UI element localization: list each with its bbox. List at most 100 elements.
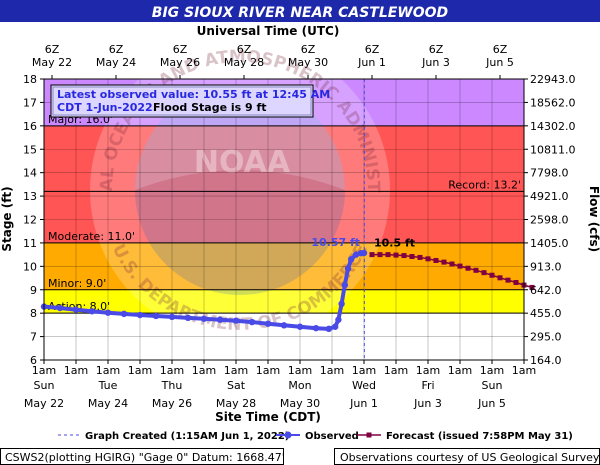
bottom-tick-date-8: May 30 [280, 397, 320, 410]
y-tick-label-3: 9 [30, 284, 37, 297]
threshold-label-minor: Minor: 9.0' [48, 277, 106, 290]
bottom-tick-hour-1: 1am [64, 364, 88, 377]
observed-point-24 [348, 256, 355, 263]
observed-point-14 [264, 320, 272, 327]
title-bar [0, 0, 600, 22]
flood-band-action [44, 289, 524, 314]
bottom-tick-day-6: Sat [227, 379, 246, 392]
bottom-tick-date-10: Jun 1 [349, 397, 378, 410]
y2-tick-label-8: 7798.0 [530, 167, 569, 180]
flood-band-minor [44, 242, 524, 290]
observed-point-18 [325, 325, 332, 333]
observed-point-16 [296, 323, 304, 330]
top-tick-hour-5: 6Z [365, 43, 380, 56]
bottom-tick-date-12: Jun 3 [413, 397, 442, 410]
y2-axis-title: Flow (cfs) [587, 186, 600, 252]
y-tick-label-5: 11 [23, 237, 37, 250]
bottom-tick-date-4: May 26 [152, 397, 192, 410]
y2-tick-label-4: 913.0 [530, 260, 562, 273]
bottom-tick-hour-15: 1am [512, 364, 536, 377]
y-tick-label-4: 10 [23, 260, 37, 273]
annotation-line-2: CDT 1-Jun-2022. [57, 101, 157, 114]
forecast-point-4 [401, 253, 407, 259]
y-tick-label-8: 14 [23, 167, 37, 180]
bottom-tick-hour-11: 1am [384, 364, 408, 377]
top-tick-hour-3: 6Z [237, 43, 252, 56]
bottom-tick-hour-10: 1am [352, 364, 376, 377]
forecast-point-16 [497, 275, 503, 281]
forecast-point-11 [457, 263, 463, 269]
top-axis-title: Universal Time (UTC) [197, 24, 340, 38]
bottom-tick-date-0: May 22 [24, 397, 64, 410]
legend: Graph Created (1:15AM Jun 1, 2022) Obser… [58, 431, 573, 442]
forecast-point-12 [465, 265, 471, 271]
y-tick-label-11: 17 [23, 96, 37, 109]
observed-point-17 [312, 324, 320, 332]
y-axis-title: Stage (ft) [0, 186, 14, 251]
observed-point-11 [216, 316, 224, 323]
top-tick-date-2: May 26 [160, 56, 200, 69]
y-tick-label-6: 12 [23, 214, 37, 227]
forecast-point-1 [377, 252, 383, 258]
bottom-tick-hour-6: 1am [224, 364, 248, 377]
bottom-tick-day-12: Fri [421, 379, 434, 392]
observed-point-12 [232, 317, 240, 324]
top-tick-hour-2: 6Z [173, 43, 188, 56]
y2-tick-label-9: 10811.0 [530, 143, 576, 156]
top-tick-hour-0: 6Z [45, 43, 60, 56]
watermark-logo-text: NOAA [194, 145, 291, 180]
top-tick-date-5: Jun 1 [357, 56, 386, 69]
bottom-tick-day-10: Wed [352, 379, 376, 392]
forecast-point-14 [481, 270, 487, 276]
y2-tick-label-5: 1405.0 [530, 237, 569, 250]
legend-observed-label: Observed [305, 431, 359, 442]
top-tick-hour-7: 6Z [493, 43, 508, 56]
bottom-tick-day-2: Tue [98, 379, 118, 392]
top-tick-date-4: May 30 [288, 56, 328, 69]
x-axis-title: Site Time (CDT) [215, 410, 321, 424]
bottom-tick-date-2: May 24 [88, 397, 128, 410]
forecast-point-8 [433, 257, 439, 263]
forecast-point-18 [513, 279, 519, 285]
y-tick-label-2: 8 [30, 307, 37, 320]
forecast-point-10 [449, 261, 455, 267]
forecast-point-9 [441, 259, 447, 265]
observed-point-25 [352, 251, 360, 258]
legend-created-label: Graph Created (1:15AM Jun 1, 2022) [85, 431, 289, 442]
observed-peak-label: 10.57 ft [311, 236, 360, 249]
legend-forecast-marker [366, 432, 372, 438]
observed-point-7 [152, 312, 160, 320]
footer-left: CSWS2(plotting HGIRG) "Gage 0" Datum: 16… [5, 451, 285, 464]
bottom-tick-date-6: May 28 [216, 397, 256, 410]
top-tick-hour-1: 6Z [109, 43, 124, 56]
forecast-point-3 [393, 252, 399, 258]
y-tick-label-1: 7 [30, 331, 37, 344]
forecast-point-7 [425, 256, 431, 262]
bottom-tick-hour-4: 1am [160, 364, 184, 377]
bottom-tick-hour-3: 1am [128, 364, 152, 377]
observed-point-15 [280, 322, 288, 329]
forecast-point-20 [529, 284, 535, 290]
y2-tick-label-2: 455.0 [530, 307, 562, 320]
observed-point-13 [248, 318, 256, 326]
bottom-tick-day-0: Sun [34, 379, 55, 392]
observed-point-22 [341, 281, 348, 289]
top-tick-date-7: Jun 5 [485, 56, 514, 69]
y-tick-label-10: 16 [23, 120, 37, 133]
forecast-start-label: 10.5 ft [374, 237, 415, 250]
y2-tick-label-6: 2598.0 [530, 214, 569, 227]
chart-title: BIG SIOUX RIVER NEAR CASTLEWOOD [152, 5, 448, 21]
top-tick-date-3: May 28 [224, 56, 264, 69]
y2-tick-label-7: 4921.0 [530, 190, 569, 203]
observed-point-21 [338, 300, 345, 307]
observed-point-5 [120, 310, 128, 318]
y2-tick-label-3: 642.0 [530, 284, 562, 297]
bottom-tick-day-8: Mon [288, 379, 311, 392]
annotation-line-1: Latest observed value: 10.55 ft at 12:45… [57, 88, 330, 101]
threshold-label-moderate: Moderate: 11.0' [48, 230, 135, 243]
bottom-tick-hour-12: 1am [416, 364, 440, 377]
y2-tick-label-1: 295.0 [530, 331, 562, 344]
y2-tick-label-10: 14302.0 [530, 120, 576, 133]
forecast-point-17 [505, 277, 511, 283]
